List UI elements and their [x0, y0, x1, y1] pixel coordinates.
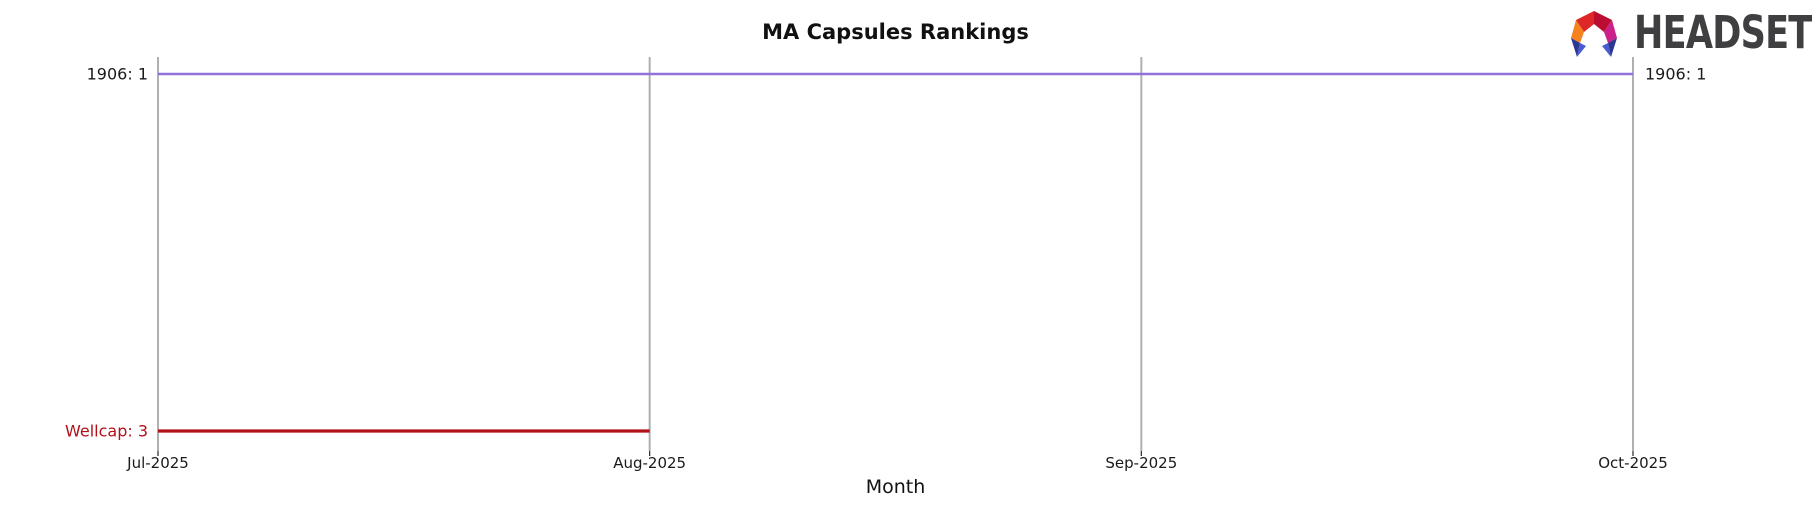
headset-logo: HEADSET [1563, 5, 1813, 65]
x-axis-label: Month [865, 476, 926, 498]
tick-label-Jul-2025: Jul-2025 [126, 454, 189, 472]
chart-title: MA Capsules Rankings [762, 20, 1029, 44]
headset-logo-icon [1571, 11, 1617, 57]
series-left-label-Wellcap: Wellcap: 3 [65, 422, 148, 441]
tick-label-Aug-2025: Aug-2025 [613, 454, 686, 472]
headset-logo-text: HEADSET [1633, 6, 1812, 59]
tick-label-Sep-2025: Sep-2025 [1105, 454, 1177, 472]
tick-label-Oct-2025: Oct-2025 [1598, 454, 1668, 472]
series-right-label-1906: 1906: 1 [1645, 65, 1706, 84]
series-left-label-1906: 1906: 1 [87, 65, 148, 84]
